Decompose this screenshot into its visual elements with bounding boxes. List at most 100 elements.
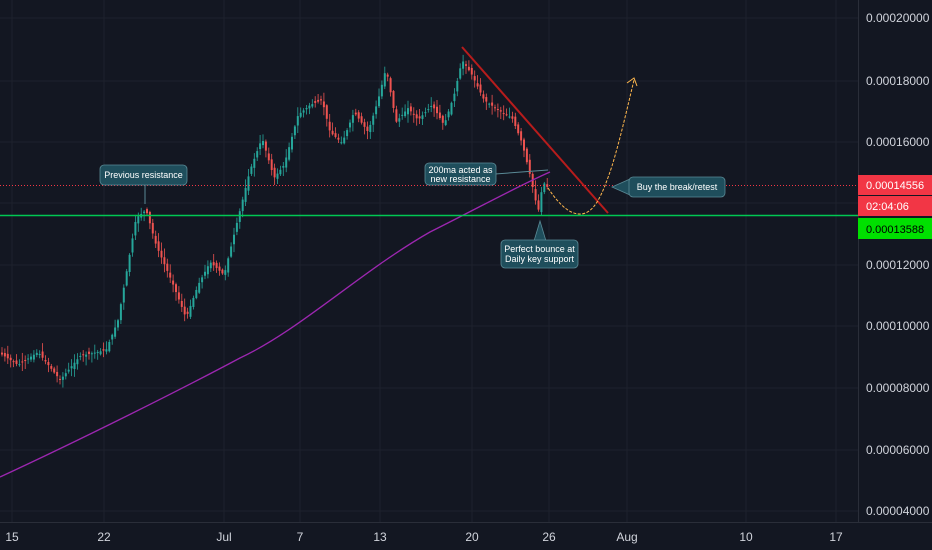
candle-body (546, 184, 549, 187)
candle-body (64, 373, 67, 377)
candle-body (496, 109, 499, 111)
candle-body (18, 364, 21, 366)
y-tick-label: 0.00020000 (866, 11, 930, 25)
candle-body (363, 122, 366, 127)
candle-body (395, 109, 398, 122)
countdown-tag: 02:04:06 (858, 196, 932, 216)
candle-body (270, 159, 273, 170)
candle-body (163, 257, 166, 265)
candle-body (233, 234, 235, 245)
candle-body (279, 169, 282, 175)
candle-body (392, 91, 395, 108)
price-scale[interactable] (858, 0, 932, 550)
candle-body (409, 106, 412, 112)
candle-body (143, 211, 146, 214)
candle-body (186, 311, 189, 314)
candle-body (462, 61, 465, 69)
candle-body (195, 289, 198, 299)
candle-body (337, 137, 340, 140)
candle-body (160, 250, 163, 258)
candle-body (296, 116, 299, 126)
candle-body (285, 157, 288, 168)
candle-body (357, 112, 360, 119)
candle-body (24, 359, 27, 361)
note-previous-resistance[interactable]: Previous resistance (99, 164, 188, 204)
candle-body (6, 353, 9, 359)
candle-body (117, 320, 119, 328)
candle-body (264, 141, 267, 151)
candle-body (453, 93, 456, 102)
candle-body (467, 66, 470, 71)
candle-body (517, 124, 520, 134)
candle-body (372, 115, 375, 125)
candle-body (273, 167, 276, 178)
candle-body (85, 354, 88, 357)
candle-body (302, 110, 305, 113)
time-scale[interactable] (0, 522, 932, 550)
current-price-label: 0.00014556 (866, 180, 924, 192)
candle-body (436, 106, 438, 114)
candle-body (227, 258, 230, 273)
note-200ma-line2: new resistance (430, 174, 490, 184)
candle-body (15, 360, 18, 364)
candle-body (88, 351, 90, 354)
candle-body (488, 103, 491, 105)
x-tick-label: 22 (97, 530, 111, 544)
candle-body (201, 277, 204, 283)
note-bounce[interactable]: Perfect bounce at Daily key support (500, 219, 579, 269)
candle-body (354, 112, 357, 115)
candle-body (314, 101, 317, 103)
note-previous-resistance-text: Previous resistance (104, 170, 183, 180)
candle-body (59, 378, 61, 380)
candle-body (38, 354, 41, 356)
candle-body (398, 118, 401, 122)
candle-body (244, 188, 247, 202)
candle-body (209, 262, 212, 269)
candle-body (41, 351, 44, 358)
candle-body (386, 74, 389, 77)
candle-body (3, 352, 6, 357)
candle-body (459, 68, 462, 79)
candle-body (305, 108, 308, 110)
candle-body (322, 101, 325, 108)
candle-body (456, 81, 459, 92)
candle-body (221, 269, 224, 274)
note-buy[interactable]: Buy the break/retest (611, 176, 726, 198)
candle-body (230, 246, 233, 257)
candle-body (247, 176, 250, 191)
candle-body (27, 358, 30, 360)
candle-body (450, 102, 453, 115)
candle-body (308, 105, 311, 109)
candle-body (418, 116, 421, 119)
candle-body (111, 334, 114, 340)
candle-body (511, 116, 514, 119)
time-scale-ticks: 15 22 Jul 7 13 20 26 Aug 10 17 (5, 530, 843, 544)
note-200ma[interactable]: 200ma acted as new resistance (424, 162, 549, 186)
y-tick-label: 0.00012000 (866, 258, 930, 272)
candle-body (288, 147, 291, 160)
x-tick-label: 7 (297, 530, 304, 544)
candle-body (276, 173, 279, 179)
y-tick-label: 0.00018000 (866, 74, 930, 88)
current-price-tag: 0.00014556 (858, 175, 932, 195)
candle-body (250, 166, 253, 174)
candle-body (520, 131, 523, 141)
candle-body (1, 352, 3, 355)
candle-body (502, 113, 505, 115)
candle-body (169, 272, 172, 278)
candle-body (415, 114, 418, 119)
x-tick-label: Jul (216, 530, 231, 544)
candle-body (421, 115, 424, 119)
projection-arrowhead (626, 77, 638, 87)
note-buy-text: Buy the break/retest (637, 182, 718, 192)
candle-body (447, 111, 450, 118)
candle-body (21, 361, 24, 363)
candle-body (148, 211, 151, 224)
candle-body (82, 354, 85, 356)
candle-body (96, 351, 99, 353)
candle-body (291, 136, 293, 150)
candle-body (491, 102, 494, 106)
candle-body (401, 114, 404, 116)
